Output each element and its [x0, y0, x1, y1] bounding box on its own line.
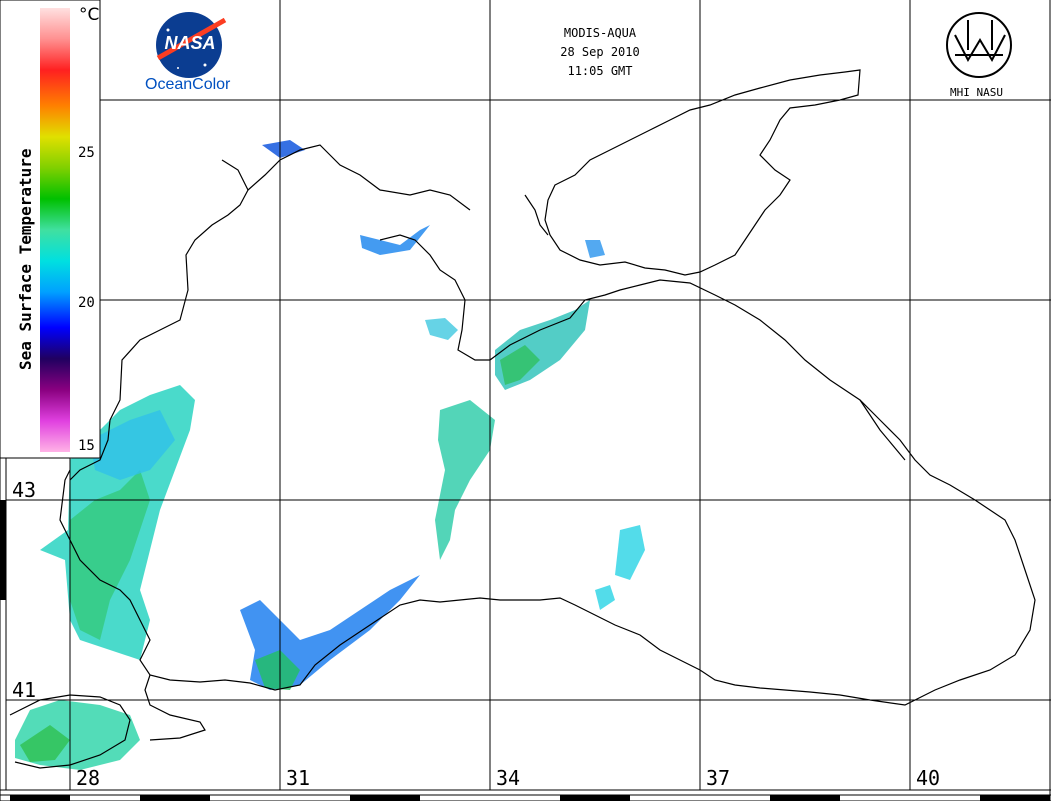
legend-tick-25: 25 — [78, 145, 95, 161]
mhi-logo — [946, 12, 1012, 78]
coastline-crimea — [59, 234, 1036, 706]
sst-patch-azov — [585, 240, 605, 258]
nasa-wordmark: NASA — [164, 33, 216, 53]
coastline-azov — [544, 69, 861, 276]
coastline-azov-spit — [524, 194, 549, 236]
bottom-ruler — [0, 794, 1051, 802]
legend-title: Sea Surface Temperature — [16, 148, 35, 370]
sst-patch-kerch-green — [500, 345, 540, 385]
mhi-nasu-label: MHI NASU — [950, 86, 1003, 99]
nasa-logo — [156, 12, 227, 78]
sst-patch-odessa — [262, 140, 305, 158]
lon-label-37: 37 — [706, 766, 731, 790]
sst-patch-marmara-green — [20, 725, 70, 762]
date-label: 28 Sep 2010 — [560, 45, 640, 59]
sst-patch-karkinit — [360, 225, 430, 255]
oceancolor-label: OceanColor — [145, 76, 231, 93]
lon-label-40: 40 — [916, 766, 941, 790]
sst-patch-crimea-west — [425, 318, 458, 340]
coastline-northwest — [69, 159, 249, 481]
legend-tick-20: 20 — [78, 295, 95, 311]
lon-label-31: 31 — [286, 766, 311, 790]
satellite-label: MODIS-AQUA — [563, 26, 637, 40]
coastline-bosphorus — [144, 674, 206, 741]
lon-label-28: 28 — [76, 766, 101, 790]
legend-unit: °C — [79, 5, 100, 25]
lat-label-41: 41 — [12, 678, 37, 702]
coastline-caucasus — [859, 399, 906, 461]
time-label: 11:05 GMT — [567, 64, 633, 78]
lat-label-43: 43 — [12, 478, 37, 502]
sst-patch-anatolia-green — [255, 650, 300, 690]
sst-patch-central — [615, 525, 645, 580]
sst-patch-west-shelf-green — [70, 470, 150, 640]
sst-patch-west-shelf-cyan — [90, 410, 175, 480]
legend-colorbar — [40, 8, 70, 452]
legend-tick-15: 15 — [78, 438, 95, 454]
sst-patch-central-2 — [595, 585, 615, 610]
coastline-marmara — [9, 694, 131, 769]
lon-label-34: 34 — [496, 766, 521, 790]
sst-patch-crimea-south — [435, 400, 495, 560]
sst-data-layer — [15, 140, 645, 770]
